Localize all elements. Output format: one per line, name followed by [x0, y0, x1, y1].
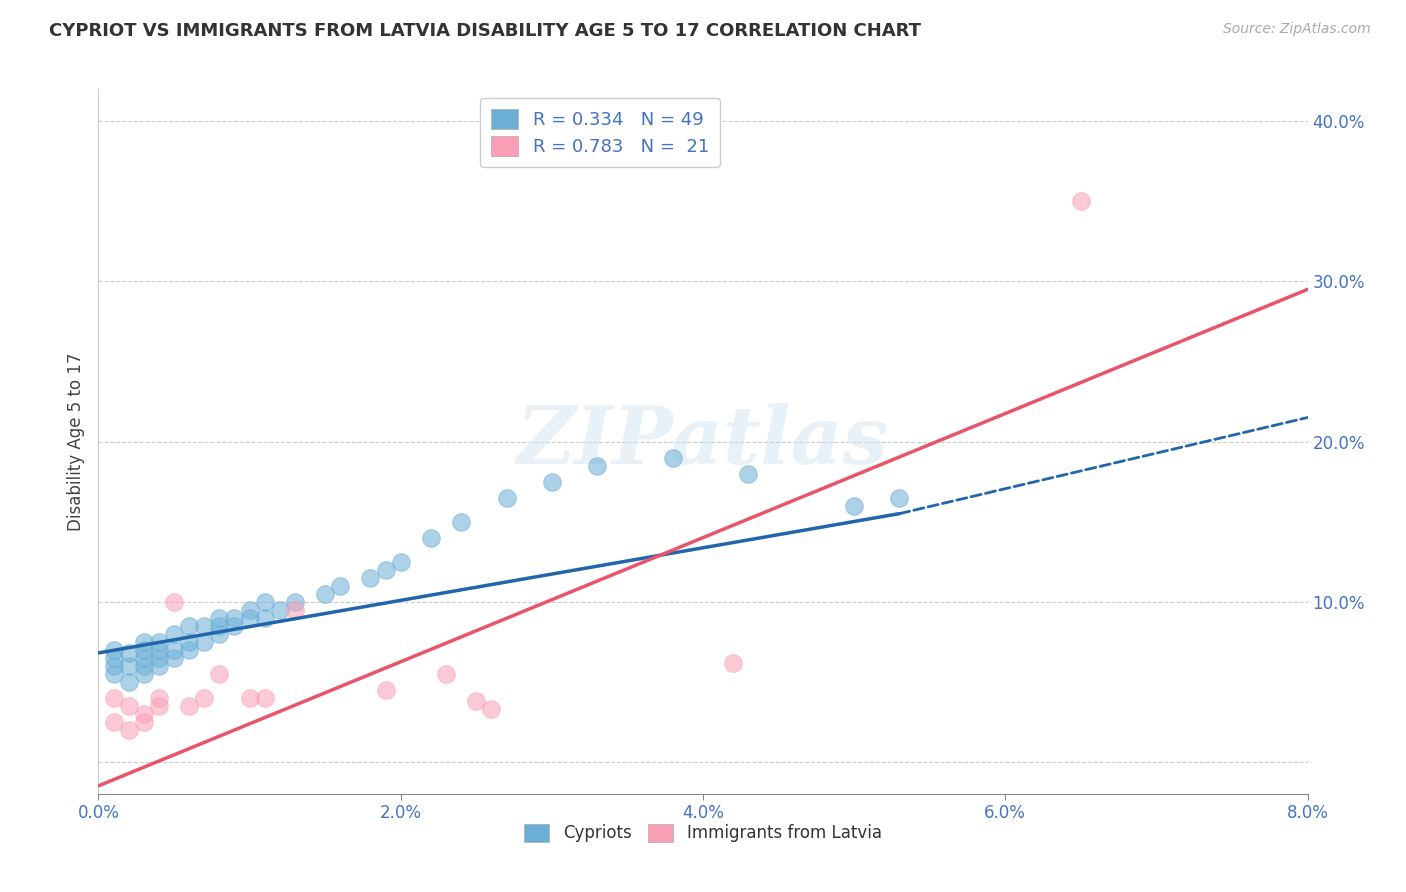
Point [118, 723, 141, 737]
Point [118, 698, 141, 713]
Point [253, 595, 276, 609]
Point [179, 634, 201, 648]
Point [132, 666, 155, 681]
Point [253, 690, 276, 705]
Point [163, 650, 186, 665]
Point [889, 491, 911, 505]
Point [420, 531, 443, 545]
Point [465, 694, 488, 708]
Point [1070, 194, 1092, 209]
Point [132, 642, 155, 657]
Point [193, 618, 215, 632]
Point [284, 603, 307, 617]
Point [360, 571, 382, 585]
Point [179, 618, 201, 632]
Point [193, 634, 215, 648]
Point [103, 714, 125, 729]
Point [148, 658, 170, 673]
Point [103, 650, 125, 665]
Point [737, 467, 759, 481]
Point [118, 674, 141, 689]
Y-axis label: Disability Age 5 to 17: Disability Age 5 to 17 [66, 352, 84, 531]
Point [723, 656, 745, 670]
Point [239, 610, 262, 624]
Point [103, 658, 125, 673]
Point [132, 714, 155, 729]
Point [495, 491, 517, 505]
Point [179, 642, 201, 657]
Point [284, 595, 307, 609]
Point [269, 603, 291, 617]
Point [103, 666, 125, 681]
Point [208, 626, 231, 640]
Point [434, 666, 457, 681]
Point [661, 450, 683, 465]
Point [132, 658, 155, 673]
Point [132, 650, 155, 665]
Point [179, 698, 201, 713]
Point [586, 458, 609, 473]
Point [329, 579, 352, 593]
Text: Source: ZipAtlas.com: Source: ZipAtlas.com [1223, 22, 1371, 37]
Point [148, 650, 170, 665]
Text: ZIPatlas: ZIPatlas [517, 403, 889, 480]
Point [118, 646, 141, 660]
Point [389, 555, 412, 569]
Point [148, 642, 170, 657]
Point [253, 610, 276, 624]
Point [148, 690, 170, 705]
Point [103, 690, 125, 705]
Text: CYPRIOT VS IMMIGRANTS FROM LATVIA DISABILITY AGE 5 TO 17 CORRELATION CHART: CYPRIOT VS IMMIGRANTS FROM LATVIA DISABI… [49, 22, 921, 40]
Point [148, 634, 170, 648]
Point [540, 475, 562, 489]
Point [148, 698, 170, 713]
Point [844, 499, 866, 513]
Point [481, 702, 503, 716]
Point [163, 595, 186, 609]
Point [163, 642, 186, 657]
Point [374, 682, 396, 697]
Point [239, 690, 262, 705]
Point [118, 658, 141, 673]
Point [163, 626, 186, 640]
Point [239, 603, 262, 617]
Point [132, 634, 155, 648]
Legend: Cypriots, Immigrants from Latvia: Cypriots, Immigrants from Latvia [517, 817, 889, 849]
Point [224, 618, 246, 632]
Point [193, 690, 215, 705]
Point [450, 515, 472, 529]
Point [132, 706, 155, 721]
Point [224, 610, 246, 624]
Point [103, 642, 125, 657]
Point [208, 610, 231, 624]
Point [208, 666, 231, 681]
Point [374, 563, 396, 577]
Point [314, 587, 336, 601]
Point [208, 618, 231, 632]
